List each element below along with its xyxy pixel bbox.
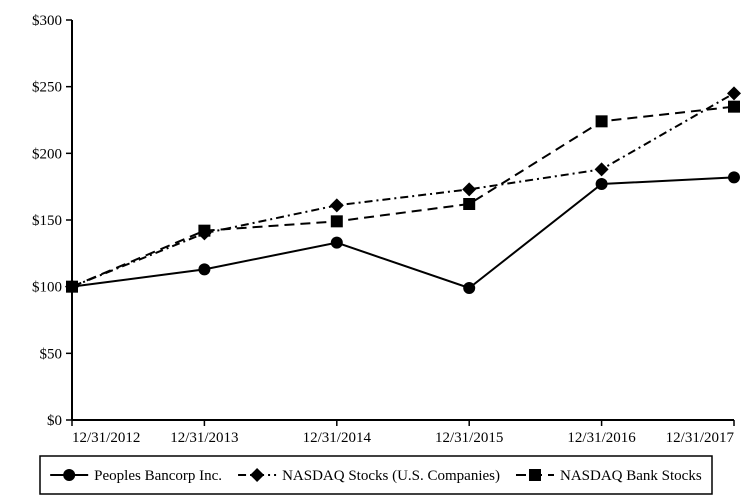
y-tick-label: $250	[32, 80, 62, 96]
legend-label: Peoples Bancorp Inc.	[94, 468, 222, 484]
x-tick-label: 12/31/2014	[303, 430, 372, 446]
legend-label: NASDAQ Bank Stocks	[560, 468, 702, 484]
y-tick-label: $150	[32, 213, 62, 229]
y-tick-label: $300	[32, 13, 62, 29]
chart-svg: $0 $50 $100 $150 $200 $250 $300 12/31/2012 12/31…	[0, 0, 752, 504]
x-tick-label: 12/31/2015	[435, 430, 503, 446]
x-tick-label: 12/31/2017	[666, 430, 735, 446]
x-tick-label: 12/31/2013	[170, 430, 238, 446]
y-tick-label: $50	[40, 346, 63, 362]
x-tick-label: 12/31/2012	[72, 430, 140, 446]
x-tick-label: 12/31/2016	[567, 430, 636, 446]
stock-performance-chart: $0 $50 $100 $150 $200 $250 $300 12/31/2012 12/31…	[0, 0, 752, 504]
y-tick-label: $100	[32, 280, 62, 296]
legend-label: NASDAQ Stocks (U.S. Companies)	[282, 468, 500, 484]
y-tick-label: $0	[47, 413, 62, 429]
y-tick-label: $200	[32, 146, 62, 162]
